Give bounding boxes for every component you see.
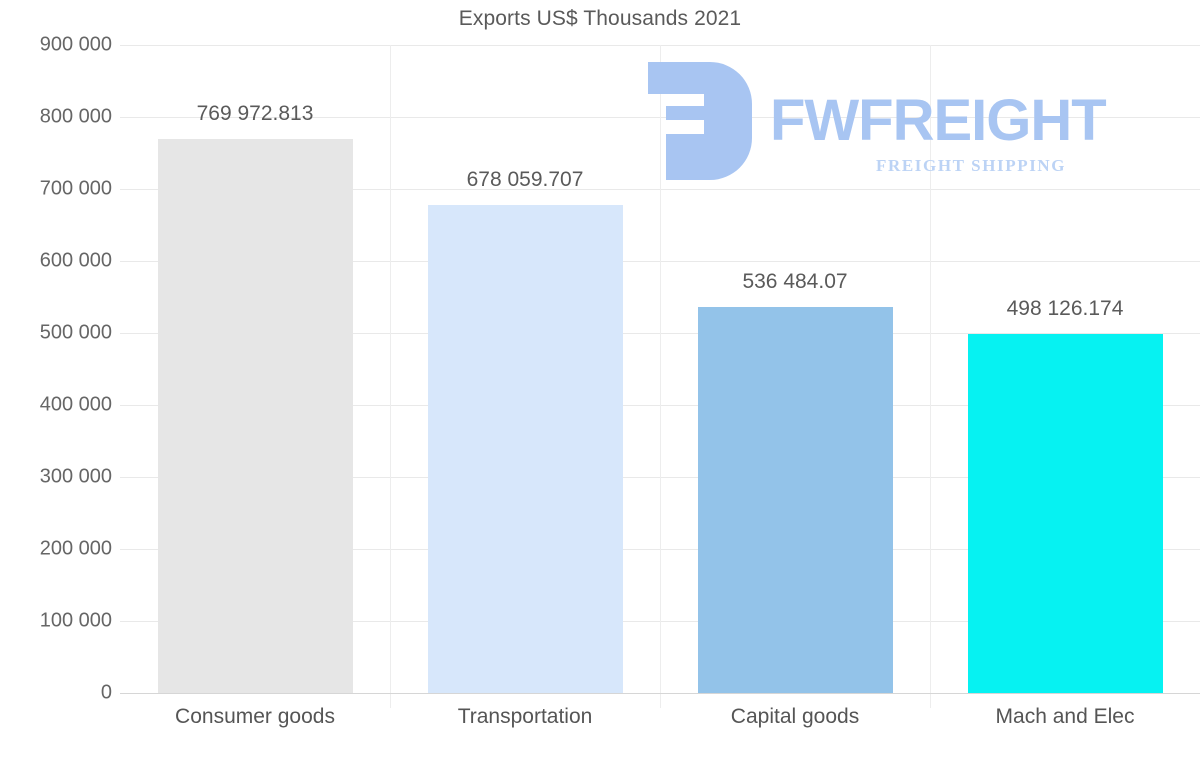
x-axis-tick-label: Consumer goods	[175, 705, 335, 728]
bar-value-label: 498 126.174	[1006, 297, 1124, 321]
bar-value-label: 536 484.07	[742, 269, 848, 293]
y-axis-tick-label: 0	[100, 681, 112, 704]
y-axis-tick-label: 300 000	[39, 465, 112, 488]
gridline-vertical	[390, 45, 391, 708]
bar[interactable]	[967, 334, 1163, 693]
bar[interactable]	[697, 306, 893, 693]
x-axis-line	[120, 693, 1200, 694]
y-axis-tick-label: 700 000	[39, 177, 112, 200]
bar-value-label: 678 059.707	[466, 167, 584, 191]
bars-layer: 769 972.813 678 059.707 536 484.07 498 126.…	[120, 45, 1200, 693]
y-axis-tick-label: 500 000	[39, 321, 112, 344]
bar[interactable]	[427, 204, 623, 693]
x-axis: Consumer goods Transportation Capital good…	[120, 700, 1200, 748]
y-axis-tick-label: 200 000	[39, 537, 112, 560]
y-axis-tick-label: 100 000	[39, 609, 112, 632]
bar[interactable]	[157, 138, 353, 693]
y-axis: 0 100 000 200 000 300 000 400 000 500 000 600 …	[0, 0, 112, 763]
y-axis-tick-label: 800 000	[39, 105, 112, 128]
x-axis-tick-label: Transportation	[457, 705, 593, 728]
y-axis-tick-label: 400 000	[39, 393, 112, 416]
x-axis-tick-label: Capital goods	[730, 705, 860, 728]
plot-area	[120, 45, 1200, 708]
y-axis-tick-label: 900 000	[39, 33, 112, 56]
chart-title: Exports US$ Thousands 2021	[458, 7, 742, 30]
bar-value-label: 769 972.813	[196, 101, 314, 125]
gridline-vertical	[930, 45, 931, 708]
gridline-vertical	[660, 45, 661, 708]
x-axis-tick-label: Mach and Elec	[995, 705, 1135, 728]
y-axis-tick-label: 600 000	[39, 249, 112, 272]
